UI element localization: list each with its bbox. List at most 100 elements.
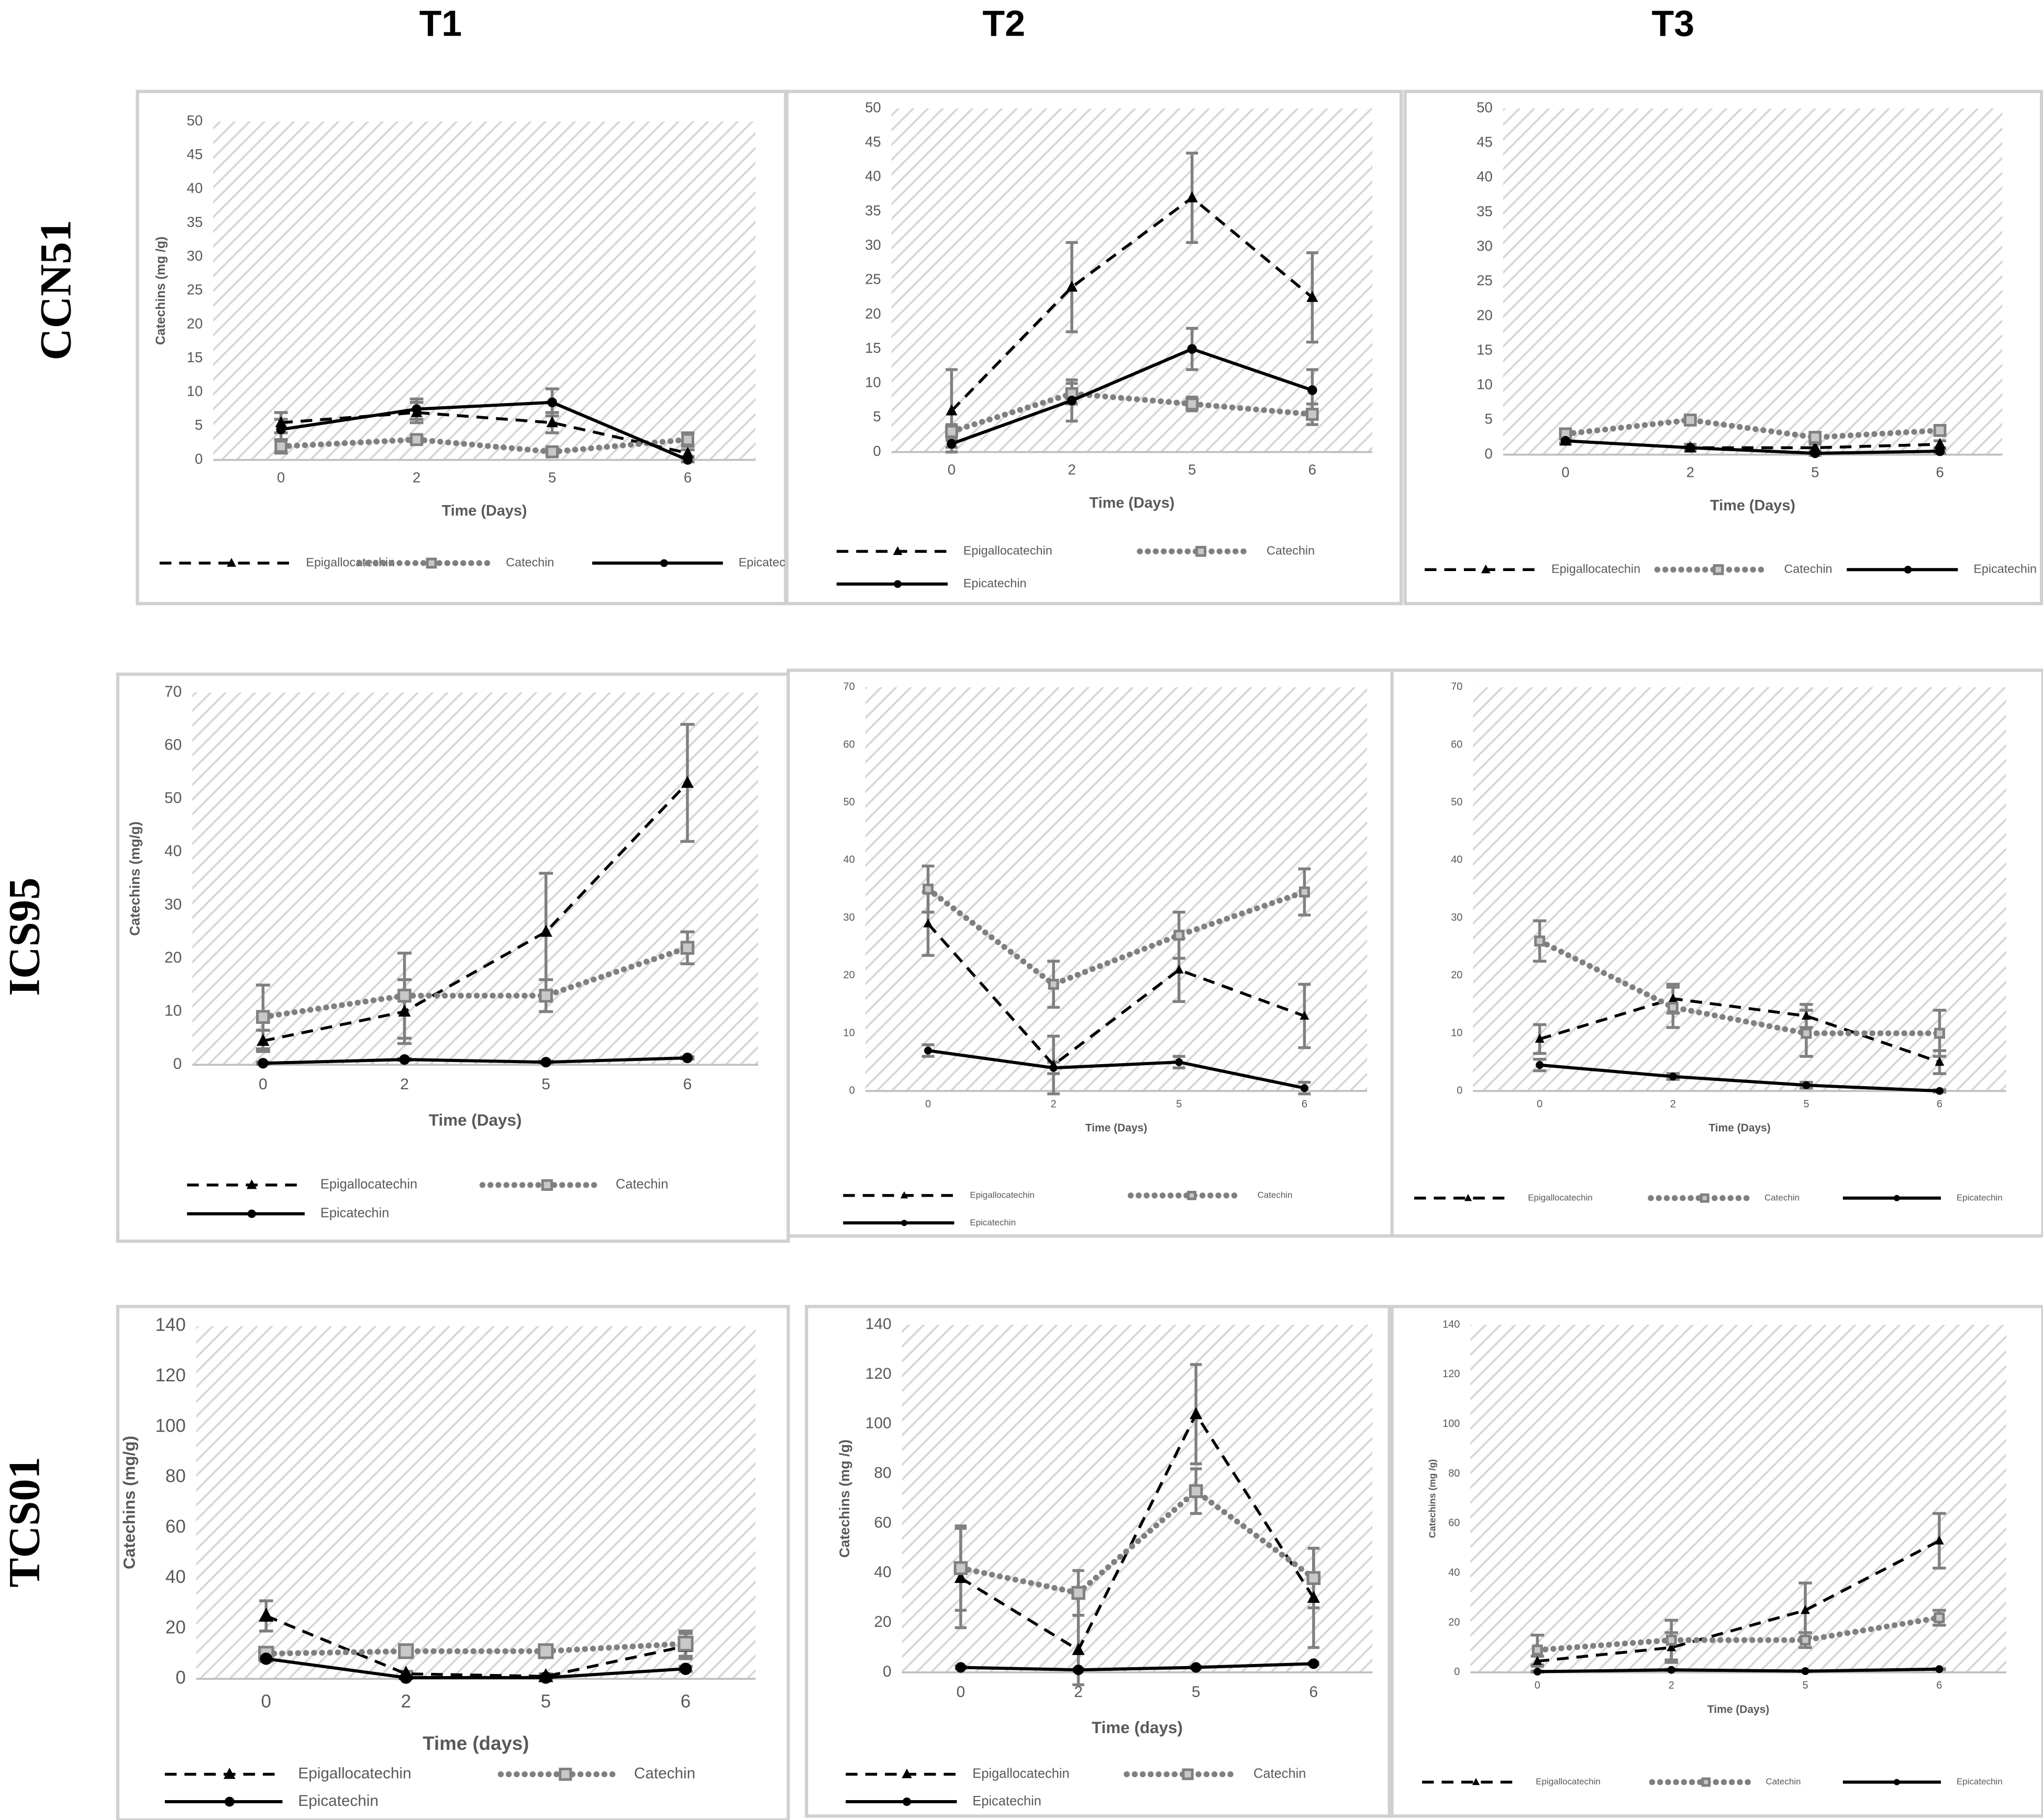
data-point [546,416,558,428]
series-line [960,1662,1314,1672]
y-tick-label: 100 [1442,1418,1460,1430]
x-tick-label: 5 [1802,1680,1808,1691]
data-point [1935,1087,1944,1095]
data-point [1071,1585,1085,1600]
data-point [1810,448,1820,459]
legend-label: Epigallocatechin [298,1765,411,1782]
data-point [1174,964,1184,974]
data-point [1801,1605,1810,1614]
y-tick-label: 120 [1442,1368,1460,1380]
data-point [1307,1591,1320,1603]
data-point [397,988,412,1003]
x-tick-label: 6 [1308,462,1316,478]
y-tick-label: 15 [865,340,881,356]
data-point [679,1662,692,1675]
legend-marker [900,1191,908,1199]
legend-marker [1893,1779,1900,1785]
y-tick-label: 10 [843,1027,855,1039]
x-tick-label: 6 [681,1691,691,1712]
legend-label: Epicatechin [970,1218,1016,1227]
y-tick-label: 50 [1451,797,1462,808]
legend-marker [1481,564,1491,574]
legend-marker [541,1179,553,1191]
series-line [262,781,689,1043]
data-point [540,1057,551,1068]
y-tick-label: 20 [187,315,203,331]
y-tick-label: 40 [874,1564,891,1581]
data-point [538,1643,554,1659]
legend-label: Epicatechin [963,576,1027,590]
legend-label: Catechin [506,555,554,569]
x-tick-label: 5 [548,470,556,486]
series-line [1539,997,1940,1064]
data-point [1933,423,1947,437]
legend-marker [894,580,902,588]
y-axis-title-group: Catechins (mg /g) [1427,1459,1437,1538]
data-point [1535,1034,1545,1043]
y-axis-title: Catechins (mg/g) [120,1436,138,1569]
data-point [398,1004,411,1017]
y-tick-label: 100 [865,1415,892,1432]
data-point [258,1058,269,1069]
y-tick-label: 0 [1485,445,1493,462]
data-point [1801,1028,1812,1039]
data-point [1666,1634,1677,1646]
y-tick-label: 35 [1476,203,1493,219]
data-point [954,1571,968,1583]
y-tick-label: 20 [1448,1616,1460,1628]
y-tick-label: 40 [865,168,881,184]
legend-marker [893,546,903,555]
y-tick-label: 0 [883,1663,892,1680]
legend-label: Epicatechin [1957,1777,2003,1786]
data-point [683,455,693,465]
y-tick-label: 10 [164,1002,182,1020]
series-line [928,1049,1305,1090]
y-tick-label: 30 [187,248,203,264]
x-tick-label: 6 [1936,1680,1942,1691]
y-tick-label: 15 [187,349,203,365]
data-point [1173,930,1185,941]
x-tick-label: 6 [1937,1098,1942,1110]
data-point [1668,993,1678,1002]
y-axis-title-group: Catechins (mg/g) [120,1436,138,1569]
plot-area [196,1326,756,1679]
x-tick-label: 5 [541,1076,550,1093]
y-tick-label: 30 [164,896,182,913]
x-tick-label: 0 [925,1098,931,1110]
x-axis-title: Time (Days) [1710,497,1795,514]
y-tick-label: 80 [1448,1468,1460,1479]
data-point [1300,1084,1308,1092]
legend-marker [1893,1194,1900,1201]
legend-label: Epicatechin [298,1792,378,1810]
y-tick-label: 20 [874,1613,891,1631]
legend-marker [902,1768,912,1779]
series-line [1537,1539,1940,1663]
data-point [398,1643,414,1659]
x-tick-label: 2 [1686,464,1694,481]
data-point [947,439,957,449]
legend-label: Epigallocatechin [972,1766,1069,1781]
x-tick-label: 5 [1192,1683,1201,1701]
y-tick-label: 50 [865,99,881,115]
data-point [259,1607,274,1622]
legend-label: Epigallocatechin [970,1190,1035,1200]
data-point [399,1054,410,1065]
y-tick-label: 15 [1476,341,1493,358]
x-tick-label: 6 [1936,464,1944,481]
x-tick-label: 5 [1176,1098,1182,1110]
legend-label: Epicatechin [320,1206,390,1221]
y-tick-label: 140 [155,1315,185,1335]
legend-marker [1904,565,1912,574]
legend-marker [1464,1193,1472,1201]
data-point [1683,414,1697,427]
y-tick-label: 0 [195,451,203,467]
legend-label: Epigallocatechin [1536,1777,1601,1786]
x-tick-label: 2 [413,470,420,486]
y-tick-label: 20 [843,969,855,981]
y-tick-label: 20 [1451,969,1462,981]
y-tick-label: 80 [874,1464,891,1481]
row-label: ICS95 [0,877,49,996]
data-point [546,445,559,459]
y-tick-label: 50 [843,797,855,808]
